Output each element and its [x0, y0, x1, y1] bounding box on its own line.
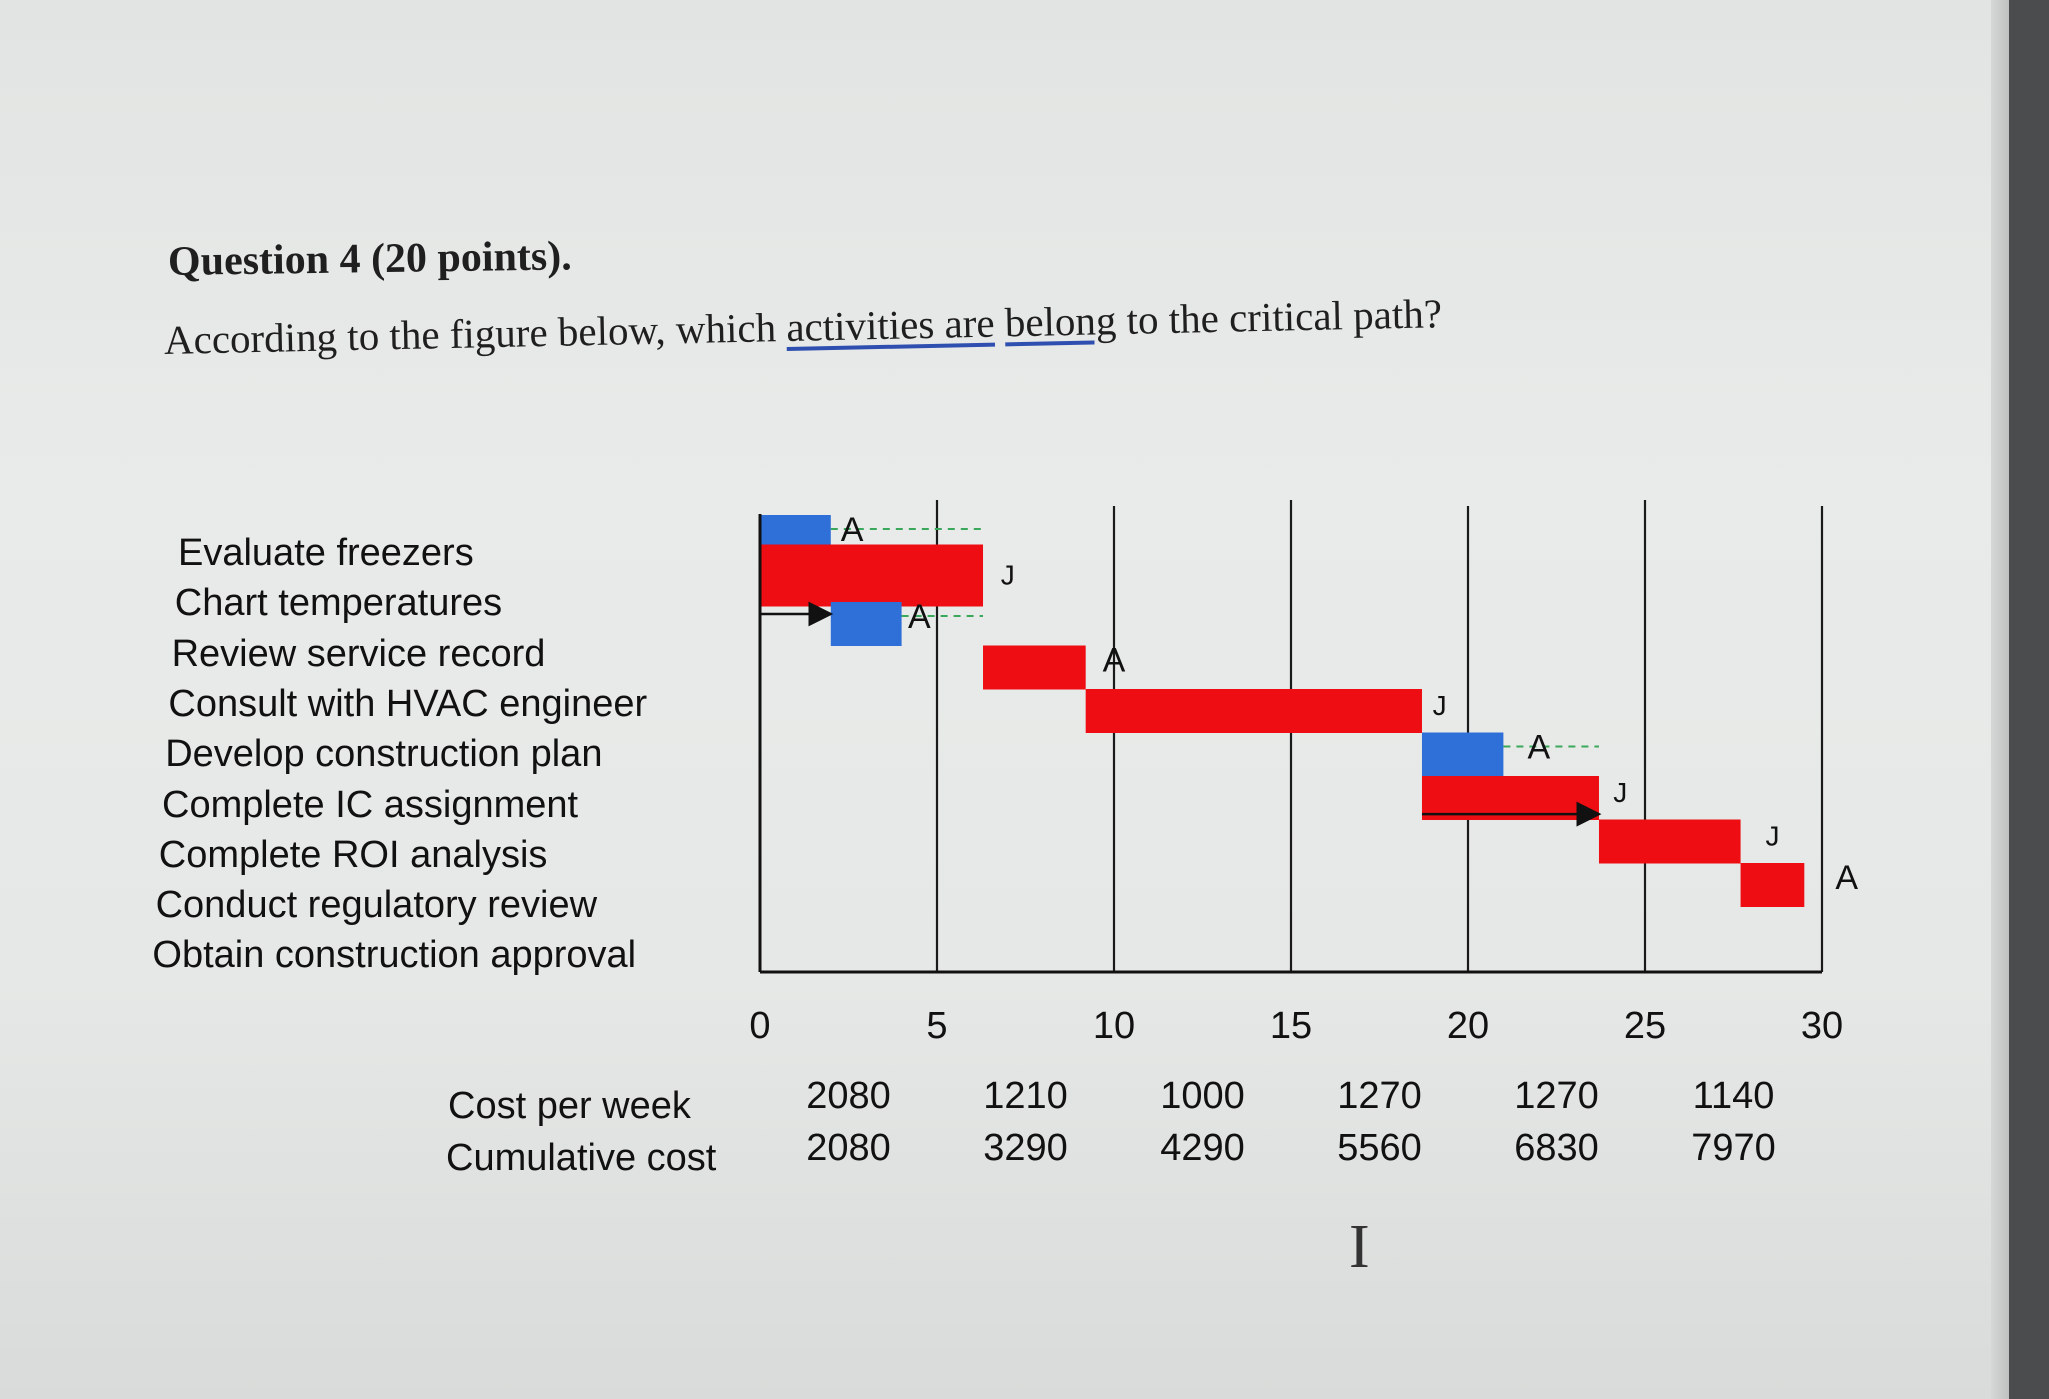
- cumulative-cost-value-5: 7970: [1691, 1127, 1776, 1169]
- cumulative-cost-value-4: 6830: [1514, 1127, 1599, 1169]
- marker-label-5: A: [1527, 729, 1550, 767]
- x-tick-label-30: 30: [1801, 1005, 1843, 1047]
- x-tick-label-0: 0: [749, 1005, 770, 1047]
- marker-label-4: J: [1433, 690, 1447, 721]
- text-cursor-icon: I: [1349, 1213, 1370, 1281]
- task-bar-1: [760, 544, 984, 607]
- cost-per-week-value-4: 1270: [1514, 1075, 1599, 1117]
- cost-per-week-value-2: 1000: [1160, 1075, 1245, 1117]
- cumulative-cost-value-0: 2080: [806, 1127, 891, 1169]
- cumulative-cost-value-2: 4290: [1160, 1127, 1245, 1169]
- activity-label: Develop construction plan: [165, 733, 603, 776]
- x-tick-label-15: 15: [1270, 1005, 1312, 1047]
- cost-per-week-value-1: 1210: [983, 1075, 1068, 1117]
- page-edge-shadow: [1991, 0, 2009, 1399]
- marker-label-3: A: [1103, 642, 1126, 680]
- cost-per-week-value-5: 1140: [1693, 1075, 1775, 1117]
- task-bar-7: [1598, 819, 1741, 864]
- activity-label: Chart temperatures: [174, 582, 503, 625]
- marker-label-8: A: [1835, 859, 1858, 897]
- x-tick-label-25: 25: [1624, 1005, 1666, 1047]
- cost-per-week-value-0: 2080: [806, 1075, 891, 1117]
- activity-label: Conduct regulatory review: [155, 884, 598, 927]
- activity-label: Complete ROI analysis: [158, 833, 548, 876]
- task-bar-8: [1740, 863, 1805, 907]
- marker-label-0: A: [841, 511, 864, 549]
- cumulative-cost-label: Cumulative cost: [446, 1137, 717, 1179]
- marker-label-7: J: [1765, 821, 1779, 852]
- task-bar-6: [1421, 776, 1599, 820]
- activity-label: Obtain construction approval: [152, 934, 637, 977]
- marker-label-1: J: [1001, 560, 1015, 591]
- x-tick-label-5: 5: [926, 1005, 947, 1047]
- marker-label-6: J: [1613, 777, 1627, 808]
- marker-label-2: A: [908, 598, 931, 636]
- cumulative-cost-value-1: 3290: [983, 1127, 1068, 1169]
- x-tick-label-10: 10: [1093, 1005, 1135, 1047]
- activity-label: Complete IC assignment: [162, 783, 579, 826]
- cost-per-week-label: Cost per week: [448, 1085, 691, 1127]
- task-bar-3: [983, 645, 1086, 690]
- activity-label: Review service record: [171, 632, 546, 675]
- cumulative-cost-value-3: 5560: [1337, 1127, 1422, 1169]
- task-bar-5: [1421, 732, 1504, 777]
- task-bar-4: [1085, 689, 1422, 733]
- activity-label: Evaluate freezers: [178, 532, 474, 574]
- activity-label: Consult with HVAC engineer: [168, 682, 648, 725]
- screen-bezel: [2009, 0, 2049, 1399]
- x-tick-label-20: 20: [1447, 1005, 1489, 1047]
- cost-per-week-value-3: 1270: [1337, 1075, 1422, 1117]
- task-bar-2: [830, 602, 902, 646]
